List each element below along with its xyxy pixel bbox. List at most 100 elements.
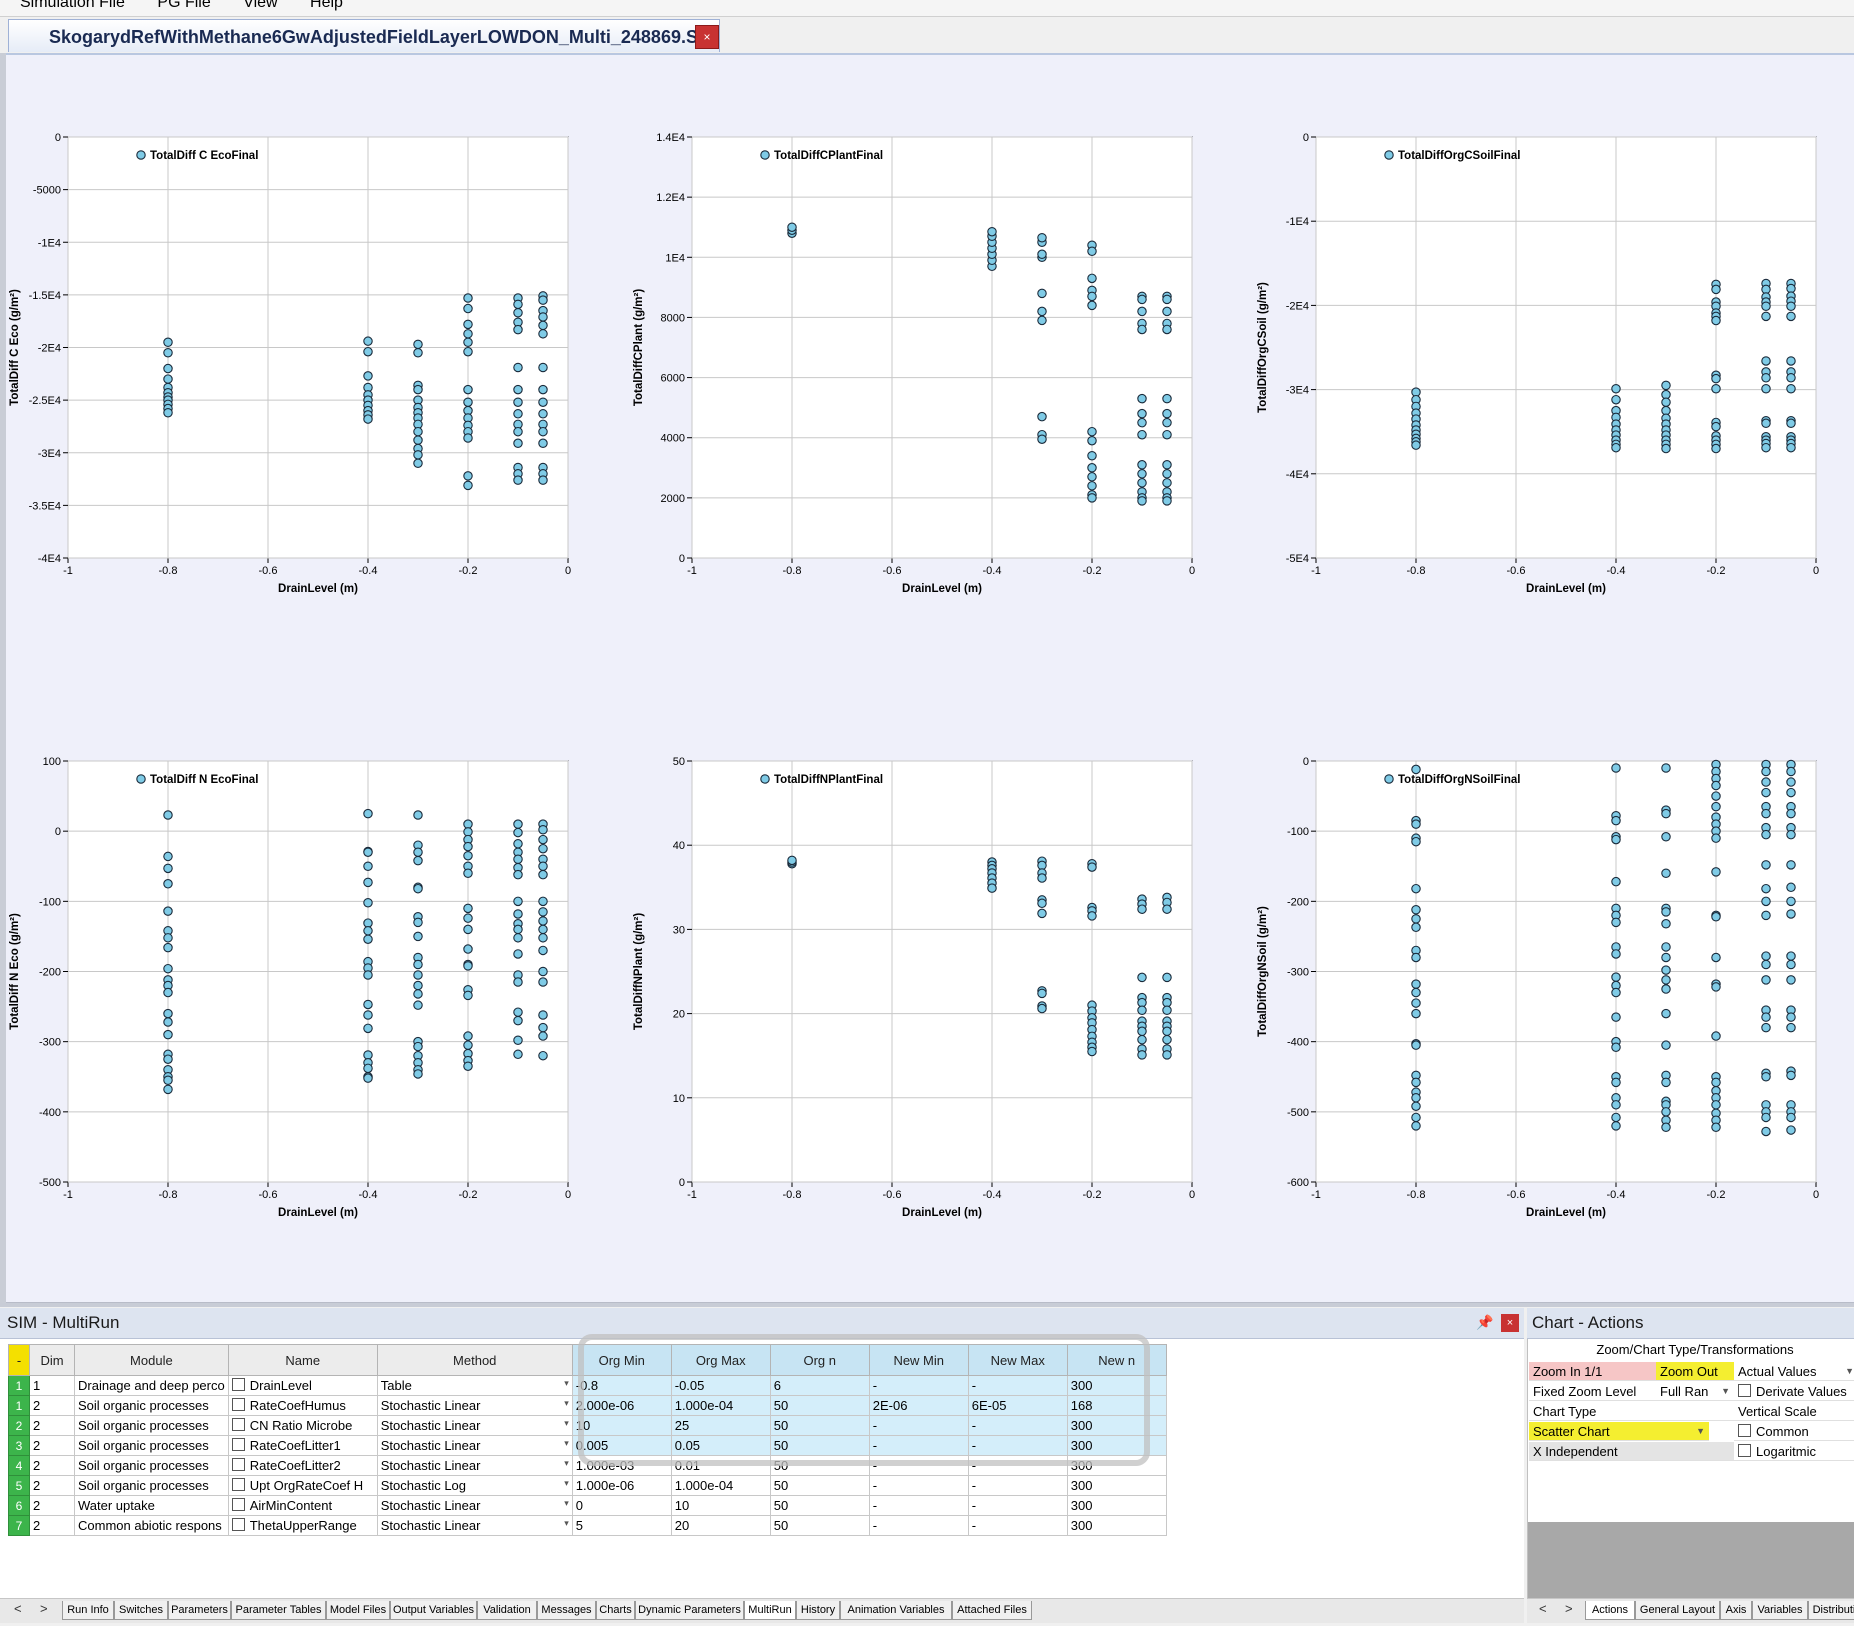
data-point[interactable] (463, 433, 473, 443)
data-point[interactable] (1786, 766, 1796, 777)
data-point[interactable] (1711, 867, 1721, 877)
data-point[interactable] (1411, 819, 1421, 829)
data-point[interactable] (413, 1041, 423, 1052)
data-point[interactable] (1411, 1093, 1421, 1103)
cell-org-max[interactable]: 25 (670, 1415, 771, 1436)
data-point[interactable] (1162, 408, 1172, 419)
data-point[interactable] (1037, 288, 1047, 299)
data-point[interactable] (413, 970, 423, 980)
col-org-max[interactable]: Org Max (670, 1344, 771, 1376)
cell-dim[interactable]: 1 (29, 1375, 75, 1396)
data-point[interactable] (413, 980, 423, 991)
data-point[interactable] (1711, 1100, 1721, 1110)
col-dim[interactable]: Dim (29, 1344, 75, 1376)
common-checkbox[interactable]: Common (1734, 1422, 1854, 1441)
tab-scroll-right-icon[interactable]: > (40, 1601, 48, 1616)
data-point[interactable] (1761, 1126, 1771, 1137)
cell-method[interactable]: Stochastic Linear ▾ (376, 1435, 573, 1456)
data-point[interactable] (1761, 959, 1771, 970)
data-point[interactable] (163, 933, 173, 943)
cell-new-n[interactable]: 300 (1066, 1455, 1167, 1476)
checkbox-icon[interactable] (231, 1498, 245, 1511)
data-point[interactable] (1411, 1077, 1421, 1088)
chart-svg[interactable]: -1 -0.8 -0.6 -0.4 -0.2 0 100 0 -100 -200 -300 -400 -… (6, 719, 596, 1334)
data-point[interactable] (538, 409, 548, 419)
chevron-down-icon[interactable]: ▾ (564, 1438, 569, 1448)
data-point[interactable] (1137, 972, 1147, 983)
tab-axis[interactable]: Axis (1720, 1601, 1752, 1620)
data-point[interactable] (1411, 1008, 1421, 1019)
data-point[interactable] (1037, 898, 1047, 909)
cell-module[interactable]: Soil organic processes (74, 1415, 229, 1436)
data-point[interactable] (1786, 1022, 1796, 1033)
data-point[interactable] (163, 906, 173, 916)
data-point[interactable] (1162, 294, 1172, 305)
data-point[interactable] (1711, 1077, 1721, 1088)
data-point[interactable] (1087, 463, 1097, 473)
table-row[interactable]: 2 2 Soil organic processes CN Ratio Microbe… (8, 1415, 1167, 1436)
data-point[interactable] (1137, 1050, 1147, 1060)
tab-messages[interactable]: Messages (537, 1601, 596, 1620)
data-point[interactable] (1786, 1125, 1796, 1135)
cell-new-min[interactable]: - (868, 1515, 969, 1536)
data-point[interactable] (1661, 1122, 1671, 1133)
data-point[interactable] (1786, 442, 1796, 453)
data-point[interactable] (1661, 975, 1671, 985)
data-point[interactable] (413, 435, 423, 445)
data-point[interactable] (1611, 1121, 1621, 1131)
cell-new-n[interactable]: 300 (1066, 1475, 1167, 1496)
data-point[interactable] (513, 324, 523, 335)
row-index[interactable]: 3 (8, 1435, 30, 1456)
data-point[interactable] (363, 346, 373, 357)
data-point[interactable] (538, 834, 548, 845)
data-point[interactable] (1711, 284, 1721, 295)
data-point[interactable] (1786, 311, 1796, 322)
data-point[interactable] (538, 966, 548, 977)
data-point[interactable] (538, 924, 548, 935)
cell-module[interactable]: Water uptake (74, 1495, 229, 1516)
data-point[interactable] (1411, 1040, 1421, 1050)
data-point[interactable] (463, 480, 473, 491)
data-point[interactable] (1761, 442, 1771, 453)
data-point[interactable] (1761, 808, 1771, 819)
cell-org-max[interactable]: 1.000e-04 (670, 1475, 771, 1496)
plot-area[interactable] (691, 136, 1193, 559)
data-point[interactable] (1137, 306, 1147, 317)
data-point[interactable] (538, 362, 548, 373)
data-point[interactable] (1786, 384, 1796, 394)
x-independent-label[interactable]: X Independent (1529, 1442, 1734, 1461)
data-point[interactable] (1661, 984, 1671, 994)
data-point[interactable] (1611, 876, 1621, 887)
cell-method[interactable]: Stochastic Linear ▾ (376, 1455, 573, 1476)
data-point[interactable] (1611, 1042, 1621, 1053)
data-point[interactable] (538, 907, 548, 917)
data-point[interactable] (1611, 815, 1621, 826)
data-point[interactable] (1611, 384, 1621, 394)
scatter-chart-n-eco[interactable]: -1 -0.8 -0.6 -0.4 -0.2 0 100 0 -100 -200 -300 -400 -… (6, 719, 596, 1334)
data-point[interactable] (1661, 1040, 1671, 1050)
data-point[interactable] (513, 1015, 523, 1026)
data-point[interactable] (513, 854, 523, 864)
data-point[interactable] (1711, 1031, 1721, 1041)
tab-scroll-right-icon[interactable]: > (1565, 1601, 1573, 1616)
splitter[interactable] (0, 1303, 1854, 1307)
data-point[interactable] (363, 1010, 373, 1020)
data-point[interactable] (363, 336, 373, 346)
chart-type-dropdown[interactable]: Scatter Chart ▼ (1529, 1422, 1709, 1441)
data-point[interactable] (513, 909, 523, 919)
data-point[interactable] (1786, 777, 1796, 787)
cell-new-max[interactable]: - (967, 1455, 1068, 1476)
data-point[interactable] (1037, 434, 1047, 444)
data-point[interactable] (1037, 249, 1047, 260)
menu-view[interactable]: View (243, 0, 278, 11)
data-point[interactable] (463, 850, 473, 861)
data-point[interactable] (1087, 291, 1097, 302)
data-point[interactable] (1786, 301, 1796, 311)
cell-new-min[interactable]: - (868, 1375, 969, 1396)
tab-validation[interactable]: Validation (477, 1601, 537, 1620)
cell-method[interactable]: Table ▾ (376, 1375, 573, 1396)
table-row[interactable]: 5 2 Soil organic processes Upt OrgRateCoef … (8, 1475, 1167, 1496)
legend-label[interactable]: TotalDiffNPlantFinal (774, 774, 883, 786)
cell-name[interactable]: AirMinContent (227, 1495, 378, 1516)
data-point[interactable] (1087, 435, 1097, 446)
